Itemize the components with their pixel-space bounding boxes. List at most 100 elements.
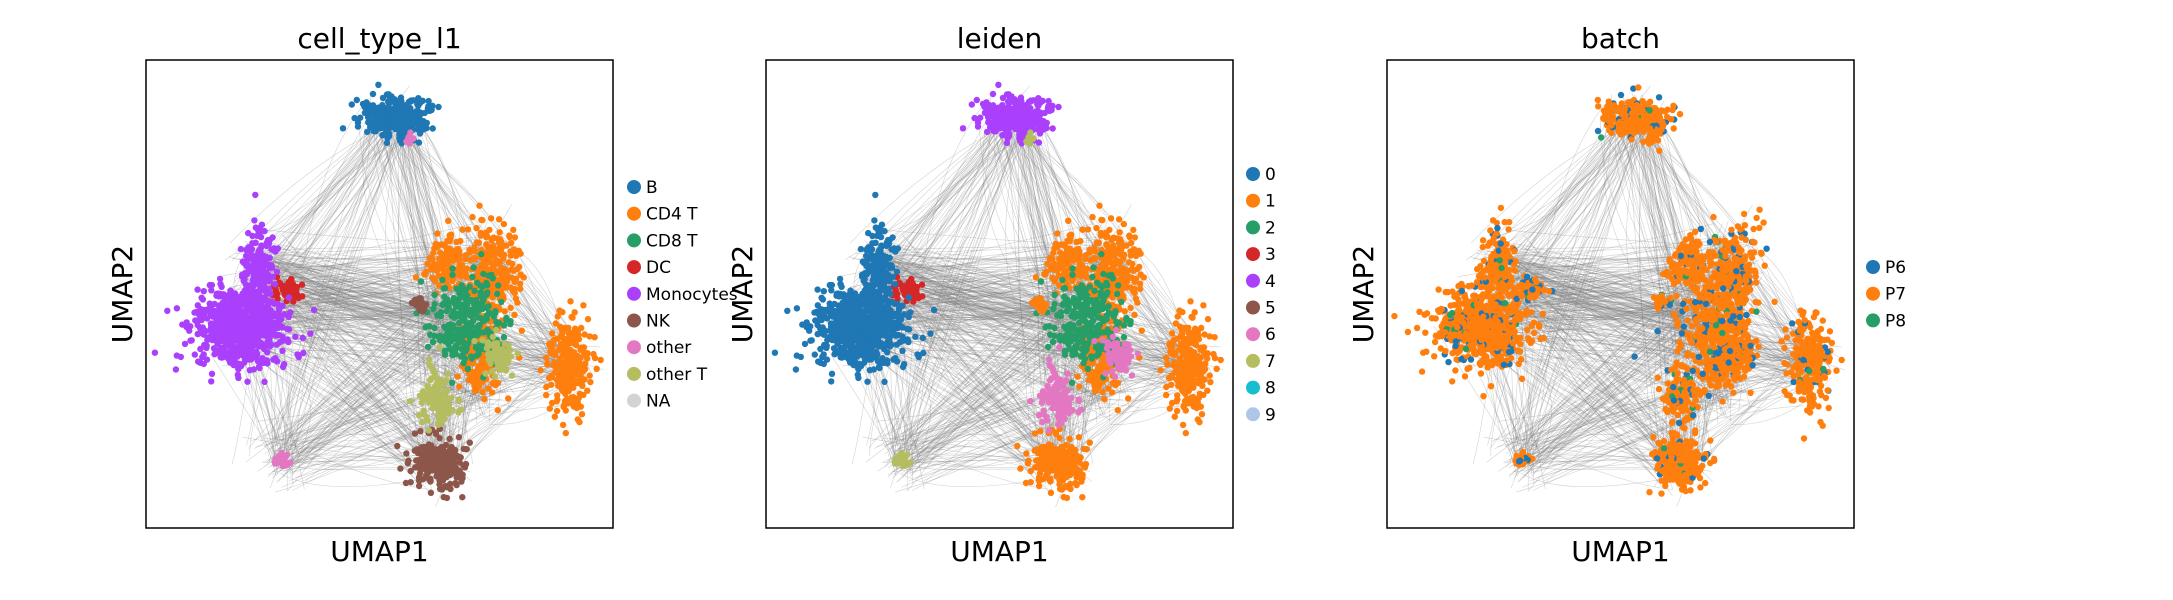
- graph-edge: [884, 251, 1120, 455]
- graph-edge: [362, 127, 415, 302]
- cell-point: [568, 383, 575, 391]
- graph-edge: [907, 358, 1187, 467]
- cell-point: [278, 449, 285, 457]
- graph-edge: [270, 141, 396, 435]
- cell-point: [1115, 216, 1123, 223]
- cell-point: [516, 263, 523, 271]
- graph-edge: [904, 364, 1096, 474]
- graph-edge: [879, 326, 1202, 354]
- graph-edge: [886, 389, 1104, 451]
- cell-point: [357, 114, 364, 121]
- cell-point: [457, 273, 465, 280]
- cell-point: [248, 348, 255, 355]
- cell-point: [983, 128, 991, 136]
- graph-edge: [241, 260, 577, 367]
- cell-point: [226, 351, 233, 358]
- graph-edge: [283, 109, 409, 464]
- graph-edge: [289, 310, 421, 485]
- graph-edge: [882, 258, 1099, 322]
- cell-point: [435, 103, 442, 111]
- cell-point: [227, 309, 234, 316]
- graph-edge: [866, 299, 1189, 379]
- graph-edge: [902, 339, 1086, 478]
- graph-edge: [292, 256, 492, 302]
- cell-point: [579, 377, 586, 384]
- cell-point: [397, 465, 404, 472]
- cell-point: [196, 311, 203, 318]
- cell-point: [584, 315, 592, 323]
- cell-point: [474, 304, 482, 311]
- graph-edge: [884, 242, 1129, 468]
- graph-edge: [1009, 115, 1176, 349]
- cell-point: [255, 275, 263, 283]
- graph-edge: [868, 254, 1094, 343]
- cell-point: [441, 251, 448, 258]
- cell-point: [280, 286, 288, 293]
- graph-edge: [886, 258, 1108, 285]
- legend-label: Monocytes: [646, 285, 738, 305]
- cell-point: [463, 327, 470, 334]
- graph-edge: [250, 258, 446, 310]
- graph-edge: [401, 123, 434, 454]
- cell-point: [256, 260, 263, 267]
- graph-edge: [895, 251, 1108, 458]
- cell-point: [365, 101, 372, 109]
- graph-edge: [274, 116, 377, 282]
- graph-edge: [244, 292, 560, 365]
- cell-point: [567, 298, 574, 305]
- cell-point: [250, 320, 258, 328]
- cell-point: [575, 394, 582, 402]
- cell-point: [401, 124, 409, 131]
- graph-edge: [272, 269, 421, 297]
- cell-point: [474, 365, 481, 373]
- cell-point: [471, 287, 478, 294]
- graph-edge: [1054, 304, 1072, 442]
- graph-edge: [900, 286, 915, 462]
- graph-edge: [888, 129, 1008, 463]
- cell-point: [974, 119, 982, 126]
- graph-edge: [893, 434, 1067, 455]
- cell-point: [366, 119, 373, 126]
- cell-point: [546, 405, 553, 412]
- cell-point: [478, 216, 485, 224]
- graph-edge: [265, 259, 484, 397]
- cell-point: [987, 124, 994, 131]
- cell-point: [292, 333, 299, 340]
- cell-point: [466, 283, 473, 290]
- graph-edge: [895, 294, 1059, 464]
- cell-point: [429, 102, 436, 110]
- cell-point: [474, 271, 482, 278]
- cell-point: [417, 278, 425, 285]
- cell-point: [268, 341, 275, 349]
- cell-point: [274, 300, 281, 308]
- cell-point: [411, 447, 418, 454]
- cell-point: [287, 309, 294, 316]
- cell-point: [586, 333, 593, 340]
- graph-edge: [994, 120, 1065, 320]
- graph-edge: [895, 305, 1072, 324]
- graph-edge: [874, 254, 1117, 313]
- graph-edge: [283, 285, 484, 370]
- cell-point: [438, 381, 445, 388]
- graph-edge: [273, 117, 397, 453]
- cell-point: [389, 98, 396, 105]
- cell-point: [517, 250, 524, 257]
- cell-point: [559, 308, 566, 316]
- graph-edge: [881, 252, 1038, 309]
- graph-edge: [455, 360, 563, 476]
- cell-point: [429, 365, 436, 372]
- cell-point: [220, 348, 227, 355]
- cell-point: [471, 244, 478, 252]
- graph-edge: [908, 283, 1099, 384]
- graph-edge: [278, 391, 506, 450]
- cell-point: [520, 274, 527, 281]
- cell-point: [481, 396, 488, 403]
- cell-point: [285, 294, 292, 301]
- cell-point: [199, 296, 207, 303]
- graph-edge: [1054, 399, 1120, 446]
- cell-point: [1035, 139, 1043, 146]
- cell-point: [507, 248, 514, 255]
- graph-edge: [855, 249, 1180, 382]
- cell-point: [574, 365, 581, 373]
- cell-point: [257, 299, 265, 306]
